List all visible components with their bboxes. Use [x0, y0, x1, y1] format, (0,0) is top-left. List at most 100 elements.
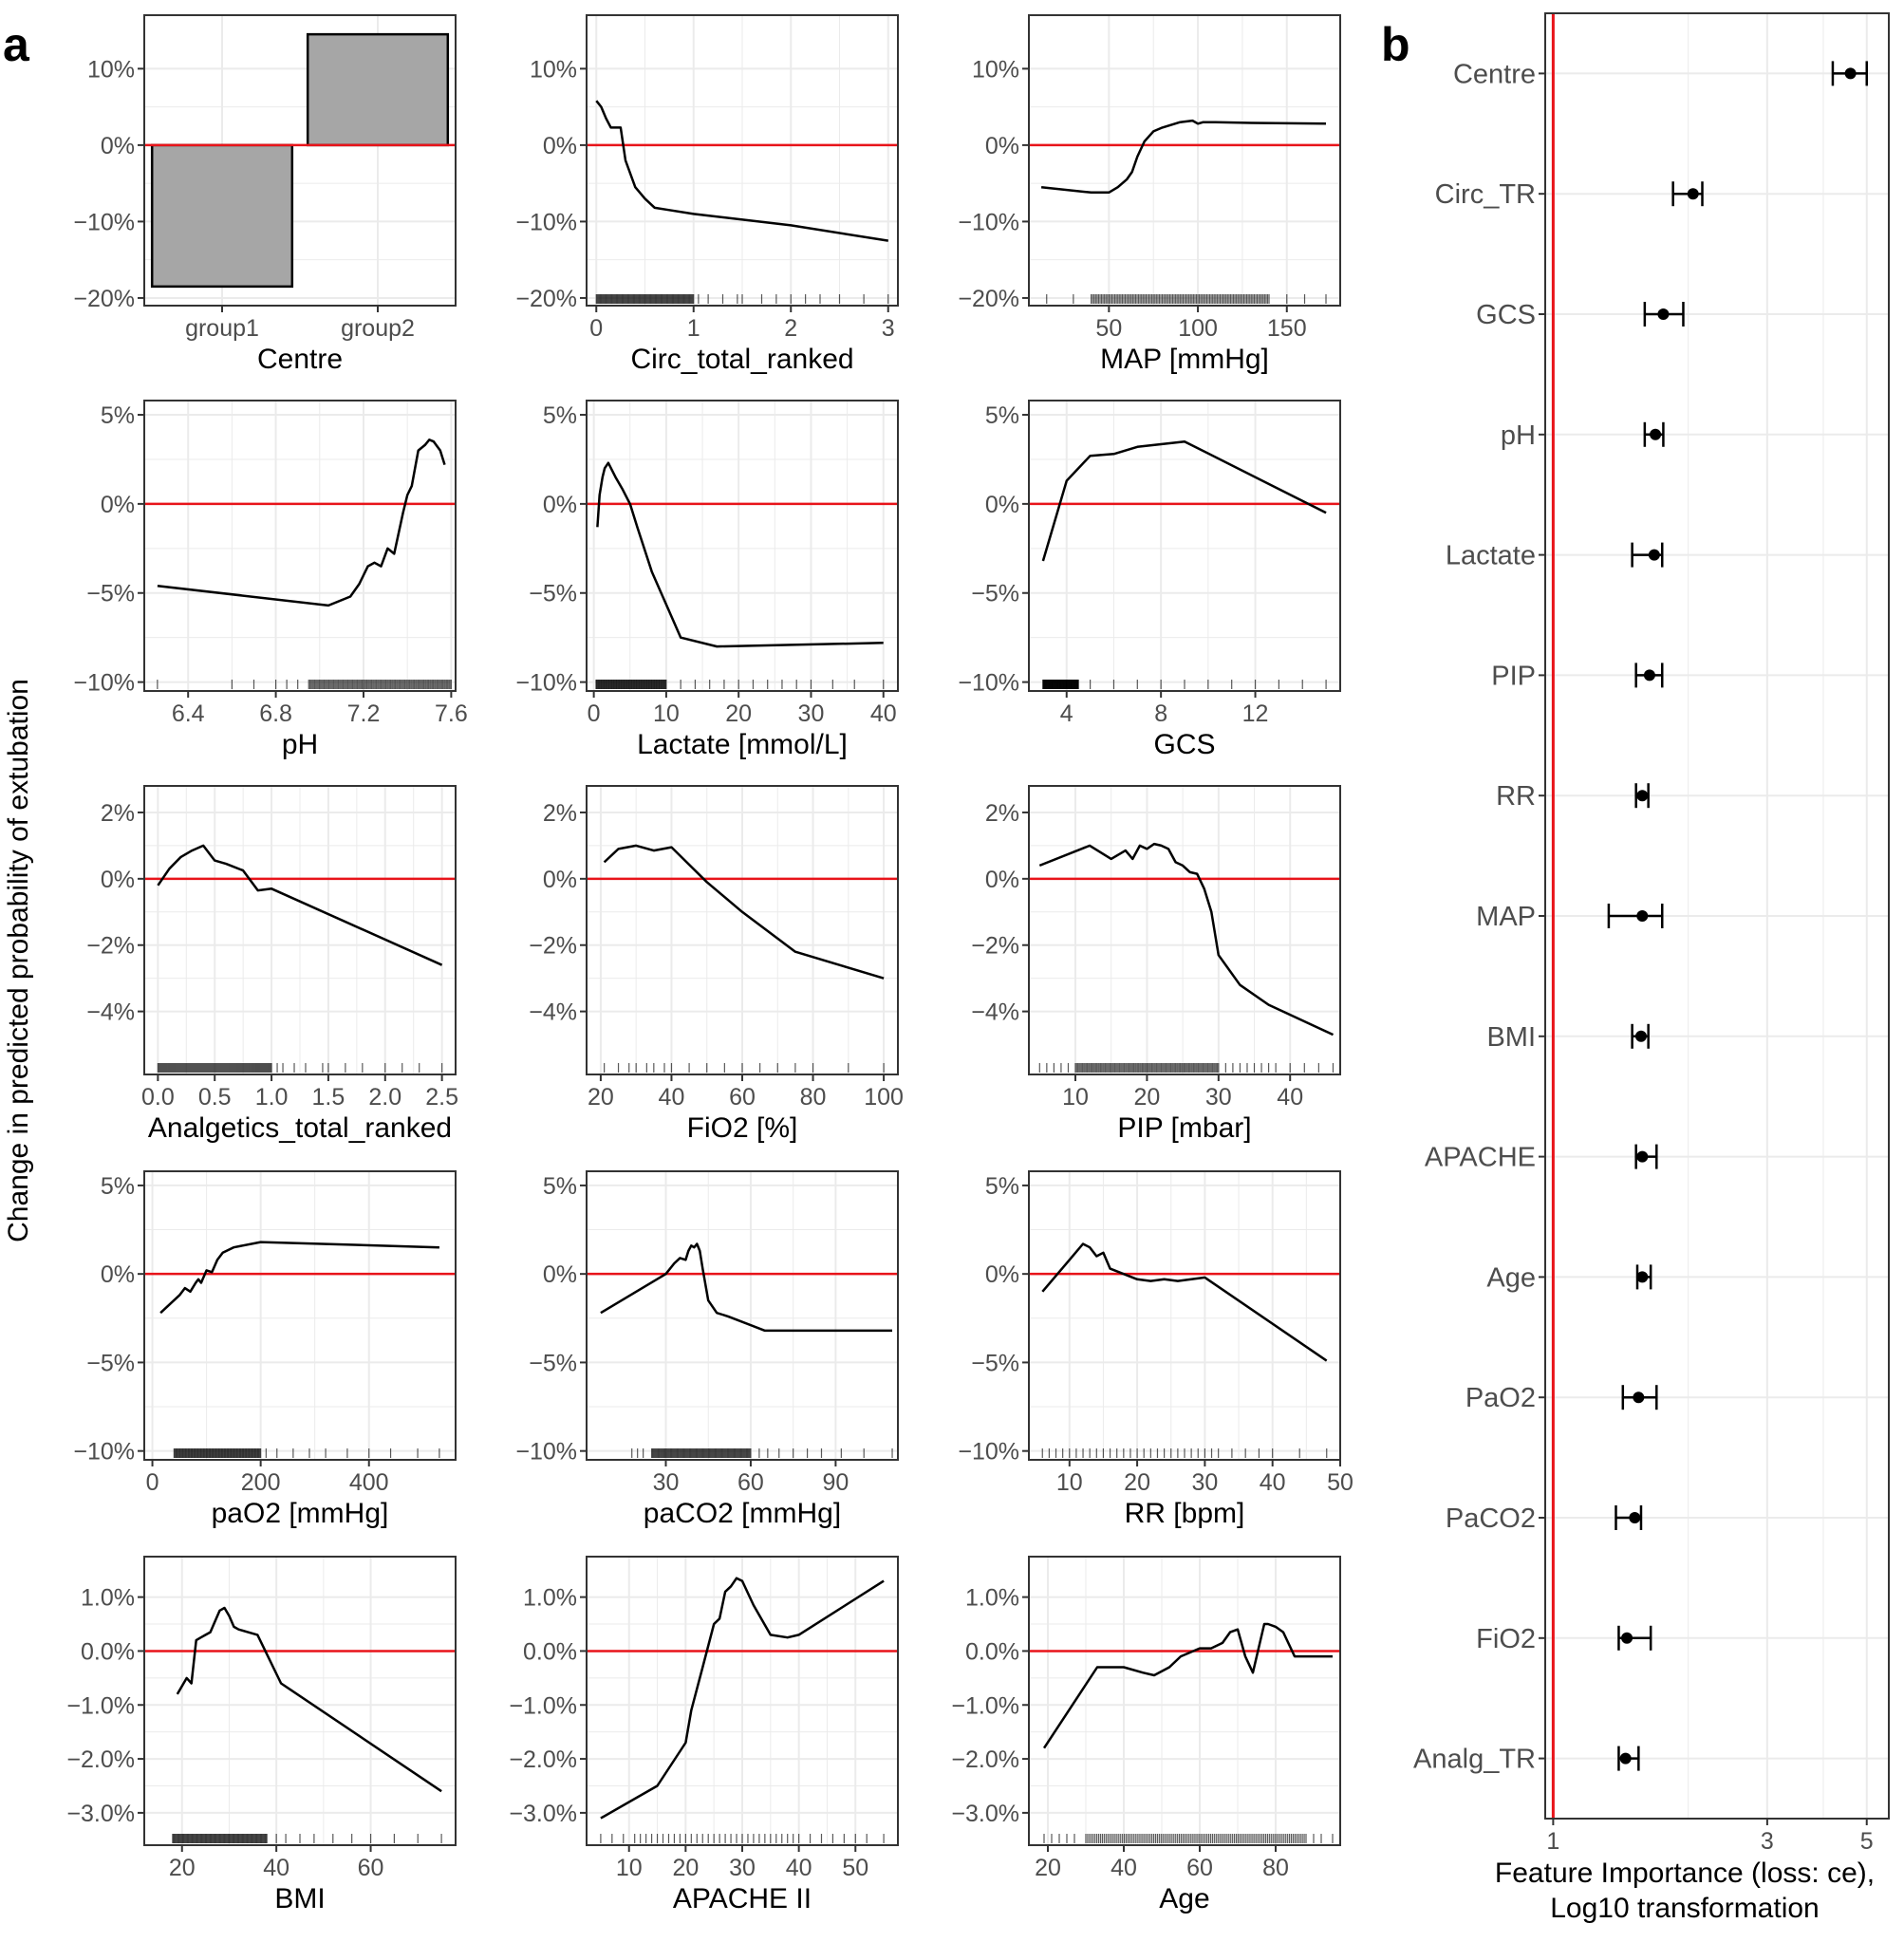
y-tick-label: −20%: [515, 286, 577, 312]
x-tick-label: 20: [1134, 1084, 1161, 1111]
x-tick-label: 50: [1327, 1469, 1353, 1496]
y-tick-label: −10%: [73, 1439, 135, 1466]
y-tick-label: −2%: [971, 933, 1019, 960]
x-tick-label: 20: [169, 1855, 196, 1881]
x-tick-label: 40: [1111, 1855, 1137, 1881]
chart-5-lactate-mmol-l: −10% −5% 0% 5% 0 10 20 30 40 Lactate [mmol/L]: [515, 400, 899, 760]
plot-frame: [143, 785, 457, 1075]
x-tick-label: 3: [882, 315, 895, 342]
chart-13-bmi: −3.0% −2.0% −1.0% 0.0% 1.0% 20 40 60 BMI: [66, 1556, 457, 1914]
y-tick-label: 0%: [101, 867, 135, 893]
y-tick-label: −5%: [86, 581, 135, 607]
x-tick-label: 5: [1860, 1828, 1874, 1855]
y-tick-label: 0%: [101, 1261, 135, 1288]
plot-frame: [143, 1170, 457, 1461]
point-circ-tr: [1687, 188, 1699, 200]
x-tick-label: 10: [616, 1855, 643, 1881]
chart-15-age: −3.0% −2.0% −1.0% 0.0% 1.0% 20 40 60 80 Age: [951, 1556, 1341, 1914]
plot-frame: [143, 1556, 457, 1846]
y-tick-label: −20%: [73, 286, 135, 312]
x-tick-label: 80: [1262, 1855, 1289, 1881]
y-category-label: PIP: [1491, 661, 1536, 691]
panel-b-label: b: [1381, 18, 1410, 71]
x-tick-label: 30: [1191, 1469, 1218, 1496]
y-tick-label: −1.0%: [951, 1692, 1019, 1719]
x-tick-label: 20: [672, 1855, 699, 1881]
x-axis-title: RR [bpm]: [1125, 1498, 1245, 1529]
x-axis-title-line2: Log10 transformation: [1550, 1893, 1820, 1924]
x-tick-label: 60: [1186, 1855, 1213, 1881]
y-tick-label: −3.0%: [951, 1801, 1019, 1827]
plot-frame: [143, 14, 457, 307]
series-line: [176, 1606, 442, 1793]
y-tick-label: 0.0%: [965, 1638, 1019, 1665]
x-tick-label: 1.5: [312, 1084, 345, 1111]
x-tick-label: group2: [341, 315, 415, 342]
y-tick-label: 0.0%: [523, 1638, 577, 1665]
x-tick-label: 4: [1060, 700, 1073, 727]
chart-4-ph: −10% −5% 0% 5% 6.4 6.8 7.2 7.6 pH: [73, 400, 468, 760]
y-tick-label: −10%: [73, 670, 135, 697]
x-tick-label: 40: [870, 700, 897, 727]
y-tick-label: −2%: [86, 933, 135, 960]
x-tick-label: 7.2: [347, 700, 381, 727]
plot-background: [587, 401, 898, 691]
x-tick-label: 80: [800, 1084, 827, 1111]
plot-background: [144, 1557, 456, 1845]
series-line: [1041, 1242, 1328, 1362]
x-axis-title: MAP [mmHg]: [1100, 344, 1269, 375]
plot-background: [1029, 786, 1340, 1074]
point-analg-tr: [1619, 1752, 1632, 1765]
panel-a-label: a: [3, 18, 30, 71]
plot-background: [1029, 401, 1340, 691]
y-category-label: APACHE: [1425, 1143, 1536, 1173]
y-tick-label: 1.0%: [81, 1585, 135, 1612]
plot-frame: [586, 14, 899, 307]
x-tick-label: 1: [687, 315, 700, 342]
chart-9-pip-mbar: −4% −2% 0% 2% 10 20 30 40 PIP [mbar]: [971, 785, 1341, 1144]
y-tick-label: −10%: [958, 670, 1019, 697]
x-tick-label: 30: [798, 700, 825, 727]
y-category-label: Lactate: [1446, 541, 1536, 571]
y-tick-label: −4%: [529, 999, 577, 1026]
y-tick-label: 0%: [985, 1261, 1019, 1288]
x-tick-label: 2.0: [368, 1084, 401, 1111]
charts-layer: −20%−10%0%10%group1 group2Centre−20%−10%0…: [66, 12, 1890, 1924]
x-axis-title: PIP [mbar]: [1117, 1112, 1251, 1144]
series-line: [600, 1577, 885, 1820]
y-category-label: GCS: [1476, 300, 1536, 330]
plot-frame: [1028, 785, 1341, 1075]
x-tick-label: 30: [1205, 1084, 1232, 1111]
x-tick-label: 10: [1062, 1084, 1089, 1111]
y-tick-label: 0%: [985, 492, 1019, 518]
y-tick-label: 2%: [543, 800, 577, 827]
y-tick-label: −10%: [515, 670, 577, 697]
x-tick-label: 6.8: [259, 700, 292, 727]
chart-12-rr-bpm: −10% −5% 0% 5% 10 20 30 40 50 RR [bpm]: [958, 1170, 1353, 1529]
x-tick-label: 30: [653, 1469, 680, 1496]
plot-frame: [586, 1170, 899, 1461]
plot-frame: [1028, 400, 1341, 692]
x-axis-title: APACHE II: [673, 1883, 812, 1914]
y-tick-label: 0%: [101, 492, 135, 518]
x-tick-label: 150: [1267, 315, 1307, 342]
x-tick-label: 60: [737, 1469, 764, 1496]
y-tick-label: −2.0%: [951, 1746, 1019, 1773]
y-tick-label: 10%: [87, 56, 135, 83]
series-line: [603, 844, 885, 980]
series-line: [1040, 119, 1327, 195]
x-tick-label: 40: [1277, 1084, 1303, 1111]
x-tick-label: 8: [1154, 700, 1167, 727]
y-tick-label: −5%: [529, 581, 577, 607]
y-tick-label: 0%: [101, 133, 135, 159]
plot-frame: [143, 400, 457, 692]
plot-frame: [586, 400, 899, 692]
point-apache: [1636, 1150, 1649, 1163]
y-tick-label: 1.0%: [965, 1585, 1019, 1612]
y-tick-label: −1.0%: [66, 1692, 135, 1719]
y-tick-label: 5%: [101, 402, 135, 429]
y-tick-label: −10%: [515, 1439, 577, 1466]
x-tick-label: 0: [588, 700, 601, 727]
